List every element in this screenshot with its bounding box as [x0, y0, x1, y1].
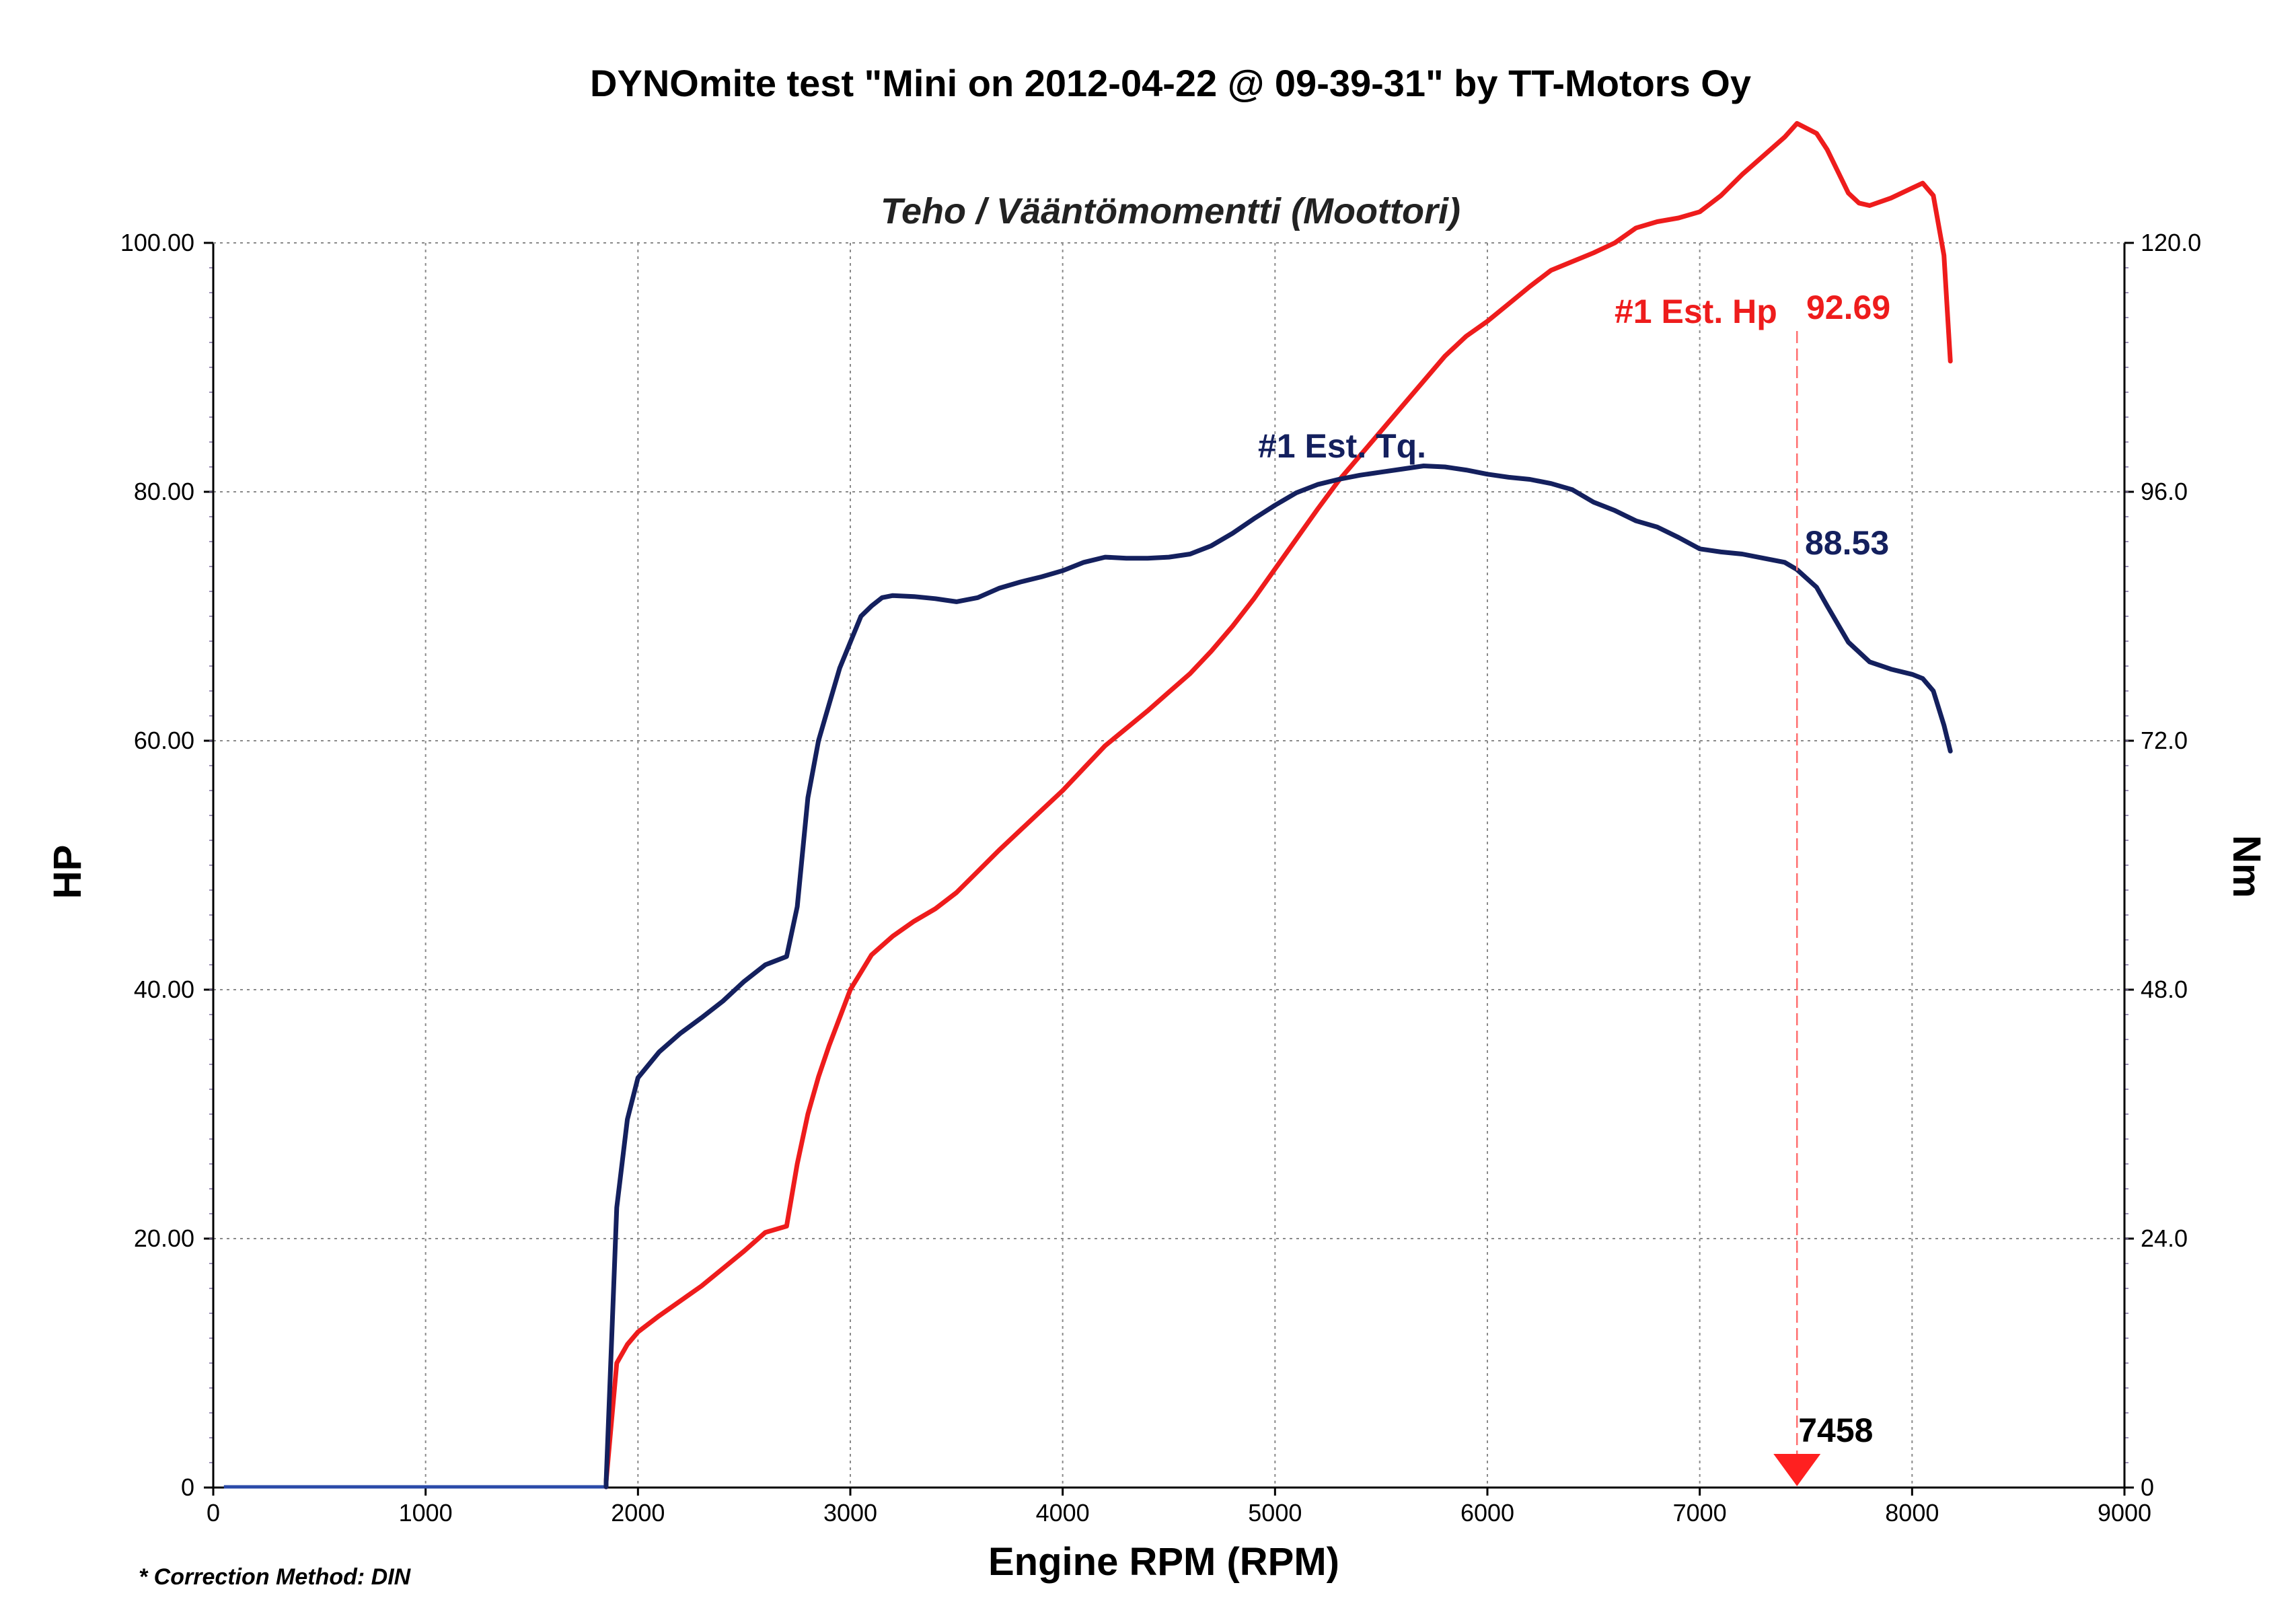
- y-axis-left-label: HP: [46, 845, 89, 900]
- tick-labels: 0 1000 2000 3000 4000 5000 6000 7000 8000 9000020…: [120, 229, 2201, 1527]
- series-lines: [223, 120, 1953, 1490]
- x-tick-label: 8000: [1885, 1499, 1939, 1527]
- y-axis-right-label: Nm: [2225, 835, 2268, 897]
- x-tick-label: 6000: [1460, 1499, 1514, 1527]
- y-left-tick-label: 60.00: [134, 727, 194, 754]
- x-tick-label: 5000: [1248, 1499, 1302, 1527]
- y-left-tick-label: 0: [181, 1473, 194, 1501]
- rpm-marker-label: 7458: [1798, 1412, 1873, 1449]
- y-right-tick-label: 0: [2141, 1473, 2154, 1501]
- y-right-tick-label: 24.0: [2141, 1224, 2188, 1252]
- correction-note: * Correction Method: DIN: [139, 1564, 412, 1590]
- tq-series-label: #1 Est. Tq.: [1258, 427, 1426, 465]
- chart-subtitle: Teho / Vääntömomentti (Moottori): [881, 191, 1460, 231]
- y-left-tick-label: 20.00: [134, 1224, 194, 1252]
- x-tick-label: 1000: [399, 1499, 453, 1527]
- tq-marker-value-label: 88.53: [1805, 524, 1889, 562]
- hp-series-label: #1 Est. Hp: [1615, 293, 1777, 330]
- y-right-tick-label: 72.0: [2141, 727, 2188, 754]
- x-tick-label: 9000: [2098, 1499, 2151, 1527]
- x-tick-label: 7000: [1673, 1499, 1727, 1527]
- chart-title: DYNOmite test "Mini on 2012-04-22 @ 09-3…: [590, 62, 1751, 104]
- y-left-tick-label: 80.00: [134, 478, 194, 505]
- hp-peak-value-label: 92.69: [1806, 289, 1890, 326]
- hp-series-line: [603, 120, 1953, 1490]
- x-tick-label: 0: [207, 1499, 220, 1527]
- x-tick-label: 3000: [823, 1499, 877, 1527]
- x-axis-label: Engine RPM (RPM): [988, 1540, 1339, 1584]
- y-right-tick-label: 96.0: [2141, 478, 2188, 505]
- y-left-tick-label: 100.00: [120, 229, 194, 256]
- y-right-tick-label: 120.0: [2141, 229, 2201, 256]
- tq-series-line: [603, 464, 1953, 1490]
- x-tick-label: 4000: [1036, 1499, 1090, 1527]
- y-left-tick-label: 40.00: [134, 976, 194, 1003]
- rpm-marker-triangle: [1773, 1454, 1821, 1486]
- x-tick-label: 2000: [611, 1499, 665, 1527]
- y-right-tick-label: 48.0: [2141, 976, 2188, 1003]
